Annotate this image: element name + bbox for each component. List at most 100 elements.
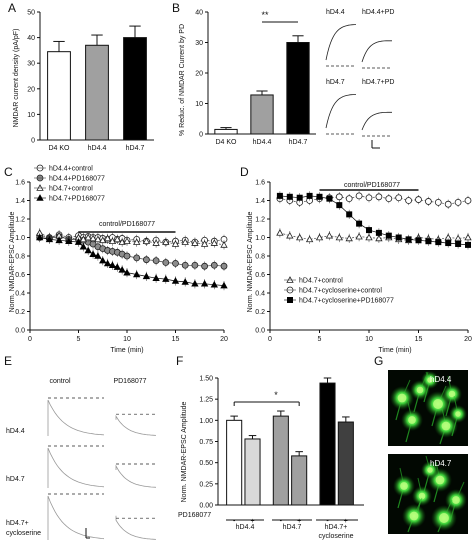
panel-d-ytick-label: 1.2 bbox=[255, 217, 265, 224]
panel-c-data-point bbox=[133, 238, 141, 245]
panel-c-legend-label: hD4.4+control bbox=[49, 166, 93, 173]
panel-e-row-hd47: hD4.7 bbox=[6, 476, 25, 483]
panel-a-bar bbox=[47, 51, 71, 141]
panel-d-data-point bbox=[395, 234, 402, 241]
panel-b-ytick-label: 0 bbox=[199, 132, 203, 139]
panel-f-bar bbox=[226, 419, 243, 506]
panel-c-data-point bbox=[191, 261, 199, 269]
panel-d-xtick-label: 10 bbox=[365, 336, 373, 343]
panel-f-ytick-label: 0.50 bbox=[199, 460, 213, 467]
panel-d-xtick-label: 0 bbox=[268, 336, 272, 343]
panel-d-data-point bbox=[444, 200, 452, 208]
panel-d-data-point bbox=[336, 202, 343, 209]
panel-f-significance: * bbox=[274, 390, 278, 400]
panel-d-data-point bbox=[325, 231, 334, 239]
panel-d-data-point bbox=[316, 193, 323, 200]
panel-a-ytick-label: 40 bbox=[27, 35, 35, 42]
panel-d-ytick-label: 1.0 bbox=[255, 235, 265, 242]
panel-c-data-point bbox=[55, 236, 63, 244]
panel-d-bar-label: control/PD168077 bbox=[344, 182, 400, 189]
panel-c-bar-label: control/PD168077 bbox=[99, 221, 155, 228]
panel-a-ylabel: NMDAR current density (pA/pF) bbox=[13, 29, 20, 128]
panel-b-bar-chart: % Reduc. of NMDAR Current by PD ** 0 10 20… bbox=[179, 10, 316, 146]
neuron-soma bbox=[397, 393, 407, 403]
panel-b-bar bbox=[286, 42, 310, 135]
panel-c-data-point bbox=[210, 261, 218, 269]
panel-d-data-point bbox=[435, 239, 442, 246]
panel-f-category-label: - bbox=[233, 518, 236, 525]
image-label-hd47: hD4.7 bbox=[430, 459, 452, 468]
panel-c-data-point bbox=[84, 246, 92, 254]
panel-d-ytick-label: 1.6 bbox=[255, 180, 265, 187]
panel-b-category-label: D4 KO bbox=[215, 139, 237, 146]
panel-e-col-control: control bbox=[49, 378, 70, 385]
panel-c-data-point bbox=[79, 242, 88, 250]
panel-g-fluorescence-images: hD4.4 hD4.7 bbox=[388, 370, 468, 534]
panel-a-ytick-label: 10 bbox=[27, 112, 35, 119]
panel-d-data-point bbox=[286, 231, 294, 239]
panel-c-data-point bbox=[142, 237, 151, 244]
panel-d-xtick-label: 5 bbox=[318, 336, 322, 343]
panel-c-data-point bbox=[152, 274, 160, 281]
panel-c-ytick-label: 1.6 bbox=[15, 180, 25, 187]
panel-b-ytick-label: 20 bbox=[195, 71, 203, 78]
panel-d-data-point bbox=[445, 240, 452, 247]
current-trace bbox=[361, 40, 392, 63]
neuron-soma bbox=[435, 475, 445, 485]
panel-c-data-point bbox=[210, 280, 218, 288]
panel-b-ytick-label: 40 bbox=[195, 10, 203, 17]
panel-c-data-point bbox=[201, 262, 209, 270]
neuron-soma bbox=[439, 513, 449, 523]
panel-c-data-point bbox=[142, 256, 150, 264]
panel-c-data-point bbox=[172, 259, 179, 267]
trace-label-hd47-pd: hD4.7+PD bbox=[362, 79, 395, 86]
panel-f-ytick-label: 0.25 bbox=[199, 481, 213, 488]
panel-c-data-point bbox=[171, 240, 180, 247]
panel-d-data-point bbox=[415, 237, 422, 244]
panel-b-category-label: hD4.7 bbox=[289, 139, 308, 146]
neuron-soma bbox=[418, 492, 426, 500]
panel-a-ytick-label: 20 bbox=[27, 86, 35, 93]
panel-label-c: C bbox=[4, 165, 13, 179]
panel-f-ytick-label: 0.00 bbox=[199, 503, 213, 510]
epsc-trace bbox=[115, 464, 157, 488]
panel-c-data-point bbox=[200, 240, 209, 247]
panel-d-data-point bbox=[355, 192, 363, 200]
panel-d-data-point bbox=[345, 234, 353, 242]
panel-label-d: D bbox=[240, 165, 249, 179]
neuron-soma bbox=[452, 496, 460, 504]
panel-b-ytick-label: 30 bbox=[195, 40, 203, 47]
image-label-hd44: hD4.4 bbox=[430, 375, 452, 384]
panel-b-current-traces: hD4.4 hD4.4+PD hD4.7 hD4.7+PD bbox=[325, 9, 395, 149]
current-trace bbox=[361, 111, 392, 131]
panel-c-data-point bbox=[118, 266, 126, 273]
panel-d-data-point bbox=[415, 196, 422, 203]
panel-f-ylabel: Norm. NMDAR-EPSC Amplitude bbox=[181, 402, 188, 503]
panel-d-data-point bbox=[434, 198, 442, 206]
panel-f-ytick-label: 1.50 bbox=[199, 376, 213, 383]
panel-d-data-point bbox=[326, 195, 333, 202]
panel-a-category-label: hD4.7 bbox=[126, 145, 145, 152]
panel-b-category-label: hD4.4 bbox=[253, 139, 272, 146]
panel-d-data-point bbox=[455, 240, 462, 247]
panel-f-bar bbox=[291, 455, 308, 506]
panel-f-group-hd44: hD4.4 bbox=[236, 524, 255, 531]
panel-d-legend-label: hD4.7+control bbox=[299, 278, 343, 285]
panel-c-data-point bbox=[36, 233, 44, 241]
panel-f-category-label: - bbox=[280, 518, 283, 525]
panel-c-data-point bbox=[113, 263, 121, 270]
panel-c-ytick-label: 1.2 bbox=[15, 217, 25, 224]
panel-d-data-point bbox=[464, 197, 472, 204]
panel-c-data-point bbox=[65, 237, 73, 244]
panel-a-ytick-label: 50 bbox=[27, 10, 35, 17]
panel-label-g: G bbox=[374, 354, 383, 368]
panel-label-f: F bbox=[176, 354, 183, 368]
panel-c-xtick-label: 10 bbox=[123, 336, 131, 343]
panel-d-data-point bbox=[365, 194, 373, 202]
panel-d-ytick-label: 0.4 bbox=[255, 291, 265, 298]
neuron-soma bbox=[433, 399, 443, 409]
panel-d-data-point bbox=[305, 235, 314, 243]
panel-c-ytick-label: 0.2 bbox=[15, 309, 25, 316]
panel-d-data-point bbox=[464, 233, 472, 241]
panel-c-data-point bbox=[162, 275, 170, 282]
